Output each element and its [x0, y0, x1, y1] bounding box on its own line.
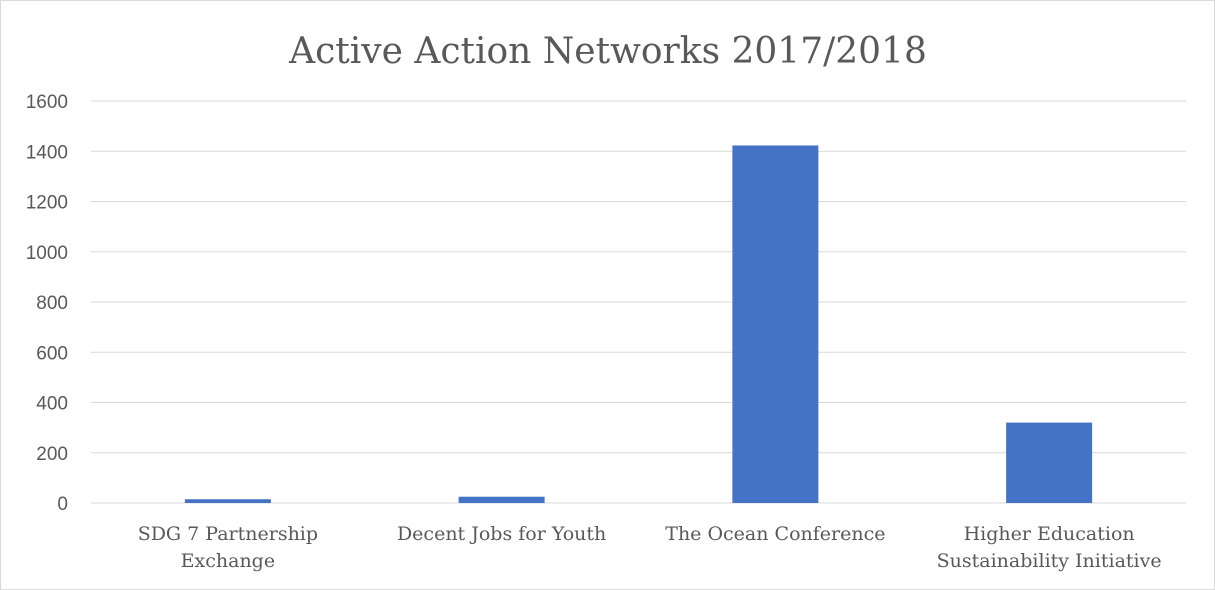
bar-0 [184, 499, 271, 503]
y-tick-label: 600 [36, 343, 68, 364]
y-tick-label: 400 [36, 394, 68, 415]
bar-1 [458, 496, 545, 503]
bar-3 [1006, 422, 1093, 503]
y-tick-label: 1200 [26, 193, 68, 214]
y-tick-label: 200 [36, 444, 68, 465]
x-category-label: Exchange [181, 550, 275, 572]
y-axis-tick-labels: 0 200 400 600 800 1000 1200 1400 1600 [26, 92, 68, 515]
y-tick-label: 0 [57, 494, 68, 515]
y-tick-label: 800 [36, 293, 68, 314]
bars [184, 145, 1093, 503]
y-tick-label: 1600 [26, 92, 68, 113]
gridlines [91, 100, 1186, 504]
x-category-label: Sustainability Initiative [937, 550, 1162, 572]
x-category-label: The Ocean Conference [665, 523, 885, 545]
y-tick-label: 1000 [26, 243, 68, 264]
chart-title: Active Action Networks 2017/2018 [288, 31, 927, 72]
x-category-label: SDG 7 Partnership [138, 523, 318, 545]
x-axis-category-labels: SDG 7 Partnership Exchange Decent Jobs for… [138, 523, 1162, 572]
x-category-label: Decent Jobs for Youth [397, 523, 606, 545]
y-tick-label: 1400 [26, 142, 68, 163]
x-category-label: Higher Education [964, 523, 1135, 545]
bar-2 [732, 145, 819, 503]
